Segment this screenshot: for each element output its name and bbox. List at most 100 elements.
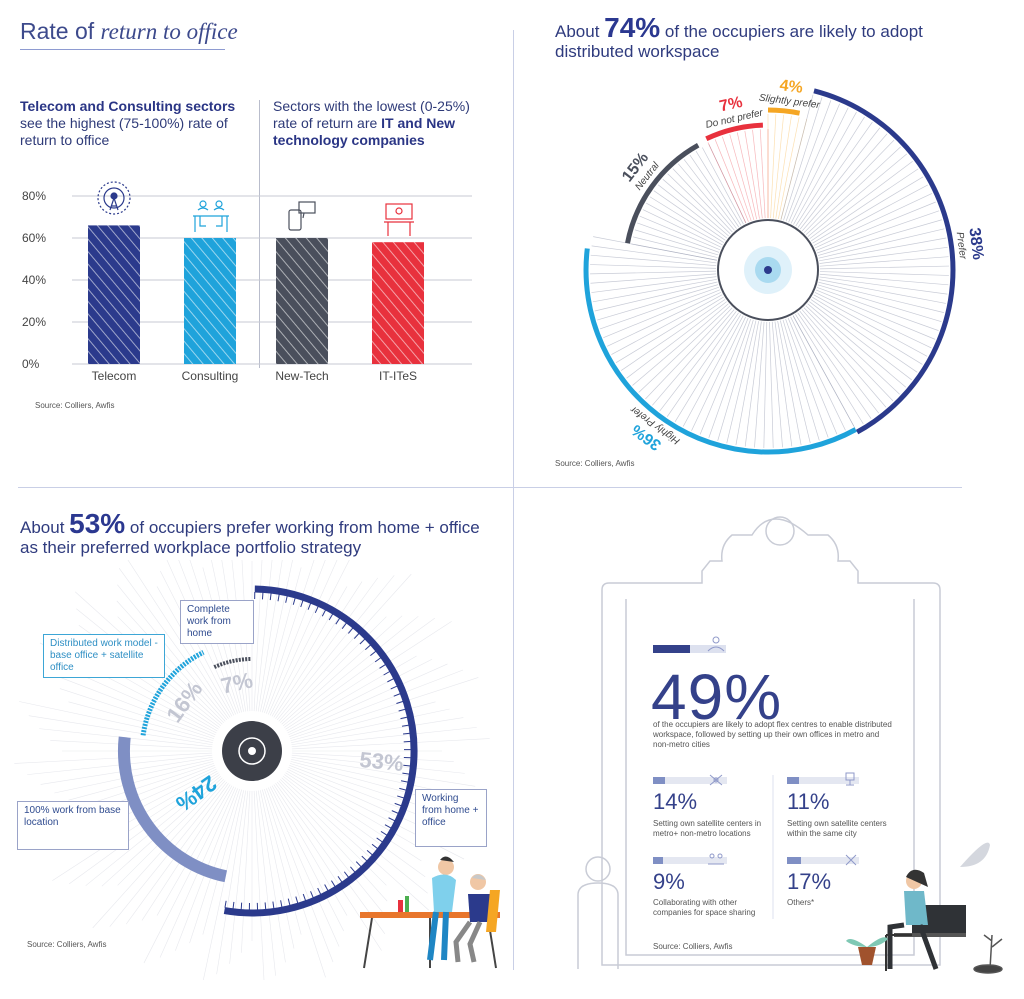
ray-line	[216, 790, 247, 975]
ray-line	[276, 575, 395, 721]
horizontal-divider	[18, 487, 962, 488]
arc-tick	[397, 795, 405, 799]
ray-line	[769, 321, 774, 448]
arc-tick	[353, 633, 360, 639]
ray-line	[729, 134, 755, 221]
ray-line	[253, 560, 263, 712]
arc-tick	[361, 855, 368, 862]
pct-label: 38%	[965, 227, 986, 261]
arc-tick	[370, 650, 377, 657]
ray-line	[255, 560, 273, 712]
stat-9-text: Collaborating with other companies for s…	[653, 898, 756, 917]
ray-line	[657, 184, 728, 239]
arc-tick	[402, 732, 411, 735]
ray-line	[626, 301, 727, 379]
arc-tick	[337, 876, 343, 883]
ray-line	[812, 296, 923, 365]
ray-line	[646, 202, 723, 246]
title-underline	[20, 49, 225, 50]
stat-17-text: Others*	[787, 898, 815, 907]
expand-icon	[845, 854, 857, 866]
ray-line	[257, 790, 286, 963]
tower-icon	[97, 181, 131, 215]
devices-icon	[288, 201, 316, 231]
ray-line	[672, 168, 733, 233]
pct-label: 4%	[779, 77, 804, 97]
ray-line	[203, 790, 244, 980]
ray-line	[620, 299, 726, 371]
ray-line	[257, 560, 283, 712]
arc-tick	[347, 627, 354, 634]
ray-line	[189, 788, 240, 944]
ray-line	[803, 307, 894, 402]
ray-line	[590, 273, 717, 284]
ray-line	[816, 201, 936, 251]
arc-tick	[350, 866, 356, 873]
ray-line	[707, 142, 747, 224]
ray-line	[817, 210, 940, 254]
ray-line	[291, 756, 476, 787]
ray-line	[597, 284, 719, 321]
ray-line	[777, 321, 802, 445]
ray-line	[819, 273, 949, 286]
main-indicator-bar	[653, 645, 690, 653]
ray-line	[805, 305, 900, 395]
sector-separator	[259, 100, 260, 368]
ray-line	[632, 303, 729, 386]
stat-14-text: Setting own satellite centers in metro+ …	[653, 819, 762, 838]
ray-line	[708, 318, 752, 438]
arc-tick	[400, 716, 408, 720]
ray-line	[590, 270, 717, 275]
panel1-left-text: Telecom and Consulting sectors see the h…	[20, 98, 236, 148]
main-stat-49: 49%	[651, 661, 783, 733]
ray-line	[666, 312, 739, 417]
ray-line	[591, 245, 717, 264]
ray-line	[795, 116, 865, 227]
ray-line	[790, 316, 846, 431]
arc-tick	[401, 724, 409, 727]
ray-line	[92, 780, 226, 929]
arc-tick	[277, 594, 280, 602]
ray-line	[241, 790, 251, 953]
twig-illustration	[973, 934, 1003, 974]
ray-line	[653, 190, 726, 241]
people-illustration	[360, 856, 500, 969]
ray-line	[282, 616, 419, 727]
callout-home-office: Working from home + office	[415, 789, 487, 847]
ray-line	[267, 787, 340, 947]
bar-telecom	[88, 225, 140, 364]
ray-line	[287, 659, 433, 734]
panel1-source: Source: Colliers, Awfis	[35, 401, 115, 410]
ray-line	[281, 615, 403, 725]
ray-line	[774, 321, 793, 447]
ray-line	[50, 740, 213, 750]
bar-chart: 80% 60% 40% 20% 0% Telecom Consulting New-Tech…	[22, 181, 472, 383]
ray-line	[634, 229, 719, 256]
ray-line	[642, 209, 722, 248]
vertical-divider	[513, 30, 514, 970]
ray-line	[659, 311, 737, 412]
woman-working-illustration	[885, 869, 966, 971]
ray-line	[278, 780, 388, 902]
arc-highly-prefer	[583, 248, 857, 455]
sunburst-chart-strategy: 53%24%16% 7%	[14, 560, 500, 980]
arc-tick	[394, 802, 402, 807]
arc-tick	[287, 898, 291, 906]
stat-17: 17%	[787, 869, 832, 894]
workstation-icon	[384, 203, 414, 236]
ray-line	[817, 219, 942, 256]
arc-tick	[280, 900, 283, 908]
arc-tick	[383, 671, 390, 676]
ray-line	[639, 215, 721, 251]
callout-complete-wfh: Complete work from home	[180, 600, 254, 644]
ray-line	[54, 759, 213, 794]
ray-line	[813, 184, 928, 246]
ray-line	[291, 752, 454, 762]
ray-line	[264, 560, 315, 714]
arc-tick	[390, 685, 398, 690]
ray-line	[269, 786, 344, 932]
stat-14: 14%	[653, 789, 698, 814]
team-icon	[708, 853, 724, 865]
arc-tick	[391, 810, 399, 814]
arc-tick	[379, 664, 386, 669]
